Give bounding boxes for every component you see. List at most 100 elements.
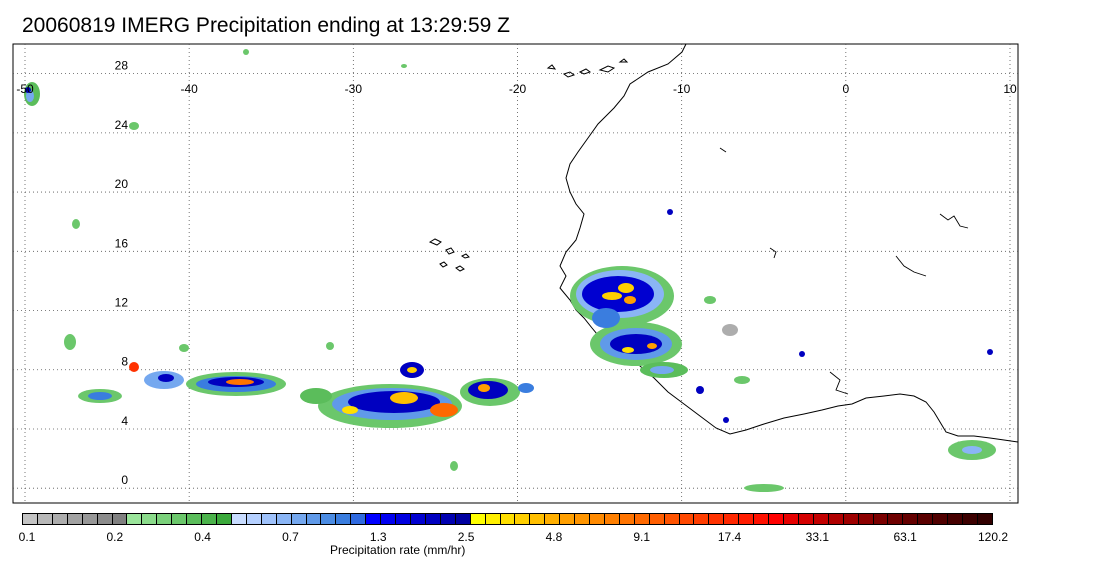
colorbar-swatch bbox=[978, 514, 992, 524]
lat-tick-label: 12 bbox=[115, 296, 129, 310]
colorbar-swatch bbox=[470, 514, 486, 524]
colorbar-swatch bbox=[754, 514, 770, 524]
colorbar-swatch bbox=[724, 514, 740, 524]
colorbar-swatch bbox=[291, 514, 307, 524]
precipitation-map: -50 -40 -30 -20 -10 0 10 28 24 20 16 12 8 4 0 bbox=[12, 43, 1019, 504]
colorbar-swatch bbox=[187, 514, 203, 524]
colorbar-swatch bbox=[425, 514, 441, 524]
colorbar-tick-label: 0.4 bbox=[194, 530, 211, 544]
colorbar-swatch bbox=[903, 514, 919, 524]
colorbar-tick-label: 4.8 bbox=[545, 530, 563, 544]
colorbar-swatch bbox=[23, 514, 38, 524]
colorbar-swatch bbox=[798, 514, 814, 524]
precipitation-field bbox=[24, 49, 996, 492]
colorbar-swatch bbox=[216, 514, 232, 524]
lat-tick-label: 28 bbox=[115, 59, 129, 73]
colorbar-swatch bbox=[560, 514, 576, 524]
colorbar-swatch bbox=[784, 514, 799, 524]
colorbar-swatch bbox=[37, 514, 53, 524]
colorbar-title: Precipitation rate (mm/hr) bbox=[330, 543, 466, 557]
colorbar-swatch bbox=[604, 514, 620, 524]
colorbar-swatch bbox=[888, 514, 904, 524]
colorbar-swatch bbox=[366, 514, 382, 524]
canary-islands bbox=[546, 58, 629, 78]
colorbar-swatch bbox=[769, 514, 785, 524]
lon-tick-label: -30 bbox=[345, 82, 363, 96]
lon-tick-label: -10 bbox=[673, 82, 691, 96]
colorbar-swatch bbox=[575, 514, 591, 524]
colorbar-swatch bbox=[157, 514, 173, 524]
lat-tick-label: 16 bbox=[115, 236, 129, 250]
colorbar-tick-label: 9.1 bbox=[633, 530, 651, 544]
colorbar-swatch bbox=[52, 514, 68, 524]
colorbar-swatch bbox=[664, 514, 680, 524]
colorbar-swatch bbox=[619, 514, 635, 524]
lat-tick-label: 8 bbox=[121, 355, 128, 369]
colorbar-swatch bbox=[142, 514, 158, 524]
colorbar-swatch bbox=[67, 514, 83, 524]
colorbar-swatch bbox=[82, 514, 98, 524]
colorbar-swatch bbox=[858, 514, 874, 524]
colorbar-swatch bbox=[709, 514, 725, 524]
colorbar-swatch bbox=[649, 514, 665, 524]
colorbar-swatch bbox=[351, 514, 367, 524]
colorbar-swatch bbox=[440, 514, 456, 524]
colorbar-swatch bbox=[530, 514, 546, 524]
colorbar-tick-label: 0.1 bbox=[18, 530, 36, 544]
colorbar-swatch bbox=[127, 514, 143, 524]
colorbar-swatch bbox=[306, 514, 322, 524]
lat-tick-label: 24 bbox=[115, 118, 129, 132]
lon-tick-label: 10 bbox=[1003, 82, 1017, 96]
colorbar-swatch bbox=[828, 514, 844, 524]
colorbar-tick-label: 2.5 bbox=[457, 530, 475, 544]
gridlines bbox=[13, 44, 1018, 503]
colorbar-swatch bbox=[873, 514, 889, 524]
map-title: 20060819 IMERG Precipitation ending at 1… bbox=[22, 14, 510, 37]
lon-tick-label: -40 bbox=[180, 82, 198, 96]
colorbar-tick-label: 0.2 bbox=[106, 530, 124, 544]
colorbar-swatch bbox=[948, 514, 964, 524]
lon-tick-label: -20 bbox=[509, 82, 527, 96]
colorbar-swatch bbox=[843, 514, 859, 524]
colorbar-swatch bbox=[963, 514, 978, 524]
colorbar-swatch bbox=[500, 514, 516, 524]
longitude-labels: -50 -40 -30 -20 -10 0 10 bbox=[16, 82, 1017, 96]
colorbar-swatch bbox=[918, 514, 934, 524]
colorbar-swatch bbox=[590, 514, 605, 524]
colorbar-swatch bbox=[694, 514, 710, 524]
colorbar-swatch bbox=[381, 514, 397, 524]
colorbar-tick-label: 33.1 bbox=[805, 530, 830, 544]
lat-tick-label: 20 bbox=[115, 177, 129, 191]
colorbar-swatch bbox=[231, 514, 247, 524]
colorbar-swatch bbox=[455, 514, 471, 524]
colorbar-swatch bbox=[321, 514, 337, 524]
colorbar-swatch bbox=[396, 514, 411, 524]
colorbar-swatch bbox=[97, 514, 113, 524]
colorbar-tick-label: 17.4 bbox=[717, 530, 742, 544]
precipitation-colorbar bbox=[22, 513, 993, 525]
colorbar-swatch bbox=[545, 514, 561, 524]
colorbar-swatch bbox=[813, 514, 829, 524]
lon-tick-label: -50 bbox=[16, 82, 34, 96]
lon-tick-label: 0 bbox=[842, 82, 849, 96]
colorbar-swatch bbox=[739, 514, 755, 524]
colorbar-swatch bbox=[261, 514, 277, 524]
colorbar-tick-label: 0.7 bbox=[282, 530, 299, 544]
latitude-labels: 28 24 20 16 12 8 4 0 bbox=[115, 59, 129, 488]
colorbar-tick-label: 63.1 bbox=[893, 530, 917, 544]
colorbar-swatch bbox=[276, 514, 292, 524]
lat-tick-label: 0 bbox=[121, 473, 128, 487]
colorbar-swatch bbox=[246, 514, 262, 524]
colorbar-tick-label: 120.2 bbox=[977, 530, 1009, 544]
colorbar-swatch bbox=[933, 514, 949, 524]
lat-tick-label: 4 bbox=[121, 414, 128, 428]
colorbar-swatch bbox=[202, 514, 217, 524]
colorbar-tick-label: 1.3 bbox=[369, 530, 387, 544]
colorbar-swatch bbox=[112, 514, 128, 524]
map-frame bbox=[12, 43, 1019, 504]
colorbar-swatch bbox=[485, 514, 501, 524]
colorbar-swatch bbox=[410, 514, 426, 524]
colorbar-swatch bbox=[679, 514, 695, 524]
colorbar-swatch bbox=[634, 514, 650, 524]
cape-verde-islands bbox=[428, 238, 470, 272]
